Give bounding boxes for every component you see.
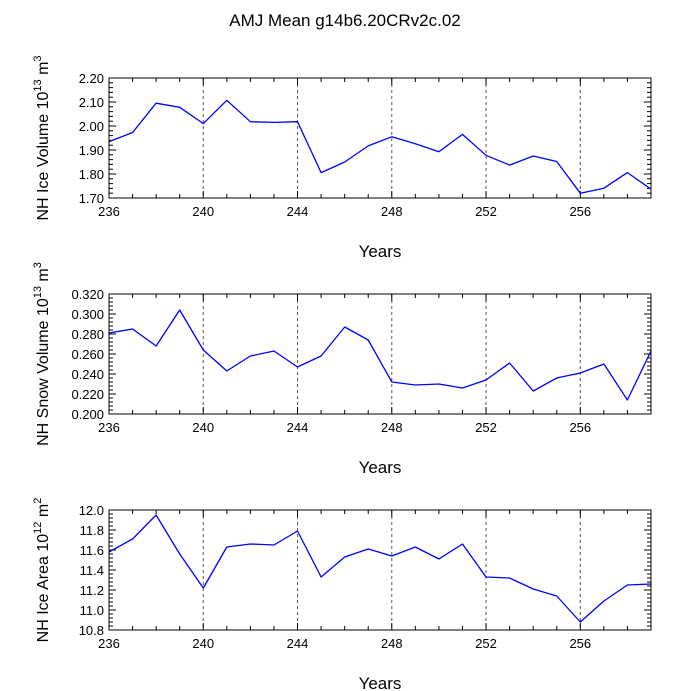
x-tick-label: 248 [381, 636, 403, 651]
x-tick-labels: 236 240 244 248 252 256 [98, 204, 591, 219]
y-axis-label-exponent: 12 [32, 522, 44, 534]
y-axis-label: NH Ice Volume 1013 m3 [32, 55, 52, 220]
y-tick-label: 0.260 [71, 347, 104, 362]
plot-frame [108, 509, 652, 631]
y-tick-label: 0.240 [71, 367, 104, 382]
y-tick-label: 11.6 [80, 543, 104, 558]
y-tick-label: 0.280 [71, 327, 104, 342]
x-tick-label: 248 [381, 420, 403, 435]
x-tick-labels: 236 240 244 248 252 256 [98, 636, 591, 651]
y-tick-label: 11.4 [80, 563, 104, 578]
x-tick-label: 244 [287, 204, 309, 219]
y-tick-label: 11.8 [80, 523, 104, 538]
y-tick-label: 0.200 [71, 407, 104, 422]
y-axis-label-unit-exponent: 3 [32, 262, 44, 268]
y-axis-label-unit: m [35, 62, 52, 80]
y-tick-labels: 10.8 11.0 11.2 11.4 11.6 11.8 12.0 [79, 503, 104, 638]
y-tick-label: 2.20 [79, 71, 104, 86]
x-tick-label: 252 [475, 636, 497, 651]
series-line [108, 309, 652, 401]
x-tick-label: 256 [569, 636, 591, 651]
y-tick-label: 1.70 [79, 191, 104, 206]
panel-ice-area: 10.8 11.0 11.2 11.4 11.6 11.8 12.0 236 240 244 24… [32, 498, 652, 691]
y-axis-label-prefix: NH Snow Volume 10 [35, 298, 52, 446]
vertical-gridlines [202, 510, 581, 630]
y-tick-label: 0.300 [71, 307, 104, 322]
y-tick-label: 0.220 [71, 387, 104, 402]
series-line [108, 99, 652, 194]
y-axis-label-exponent: 13 [32, 79, 44, 91]
x-tick-label: 252 [475, 204, 497, 219]
y-axis-label-prefix: NH Ice Volume 10 [35, 92, 52, 221]
x-tick-label: 256 [569, 420, 591, 435]
axis-ticks [108, 293, 652, 415]
y-axis-label-exponent: 13 [32, 286, 44, 298]
x-tick-labels: 236 240 244 248 252 256 [98, 420, 591, 435]
plot-frame [108, 293, 652, 415]
vertical-gridlines [202, 78, 581, 198]
figure-title: AMJ Mean g14b6.20CRv2c.02 [229, 11, 461, 30]
vertical-gridlines [202, 294, 581, 414]
y-tick-label: 11.0 [80, 603, 104, 618]
x-tick-label: 240 [192, 420, 214, 435]
y-tick-label: 1.80 [79, 167, 104, 182]
x-tick-label: 236 [98, 420, 120, 435]
panel-ice-volume: 1.70 1.80 1.90 2.00 2.10 2.20 236 240 244 248 252… [32, 55, 652, 261]
y-tick-label: 11.2 [80, 583, 104, 598]
data-series [108, 99, 652, 194]
y-tick-labels: 1.70 1.80 1.90 2.00 2.10 2.20 [79, 71, 104, 206]
y-tick-label: 1.90 [79, 143, 104, 158]
data-series [108, 309, 652, 401]
x-tick-label: 248 [381, 204, 403, 219]
y-tick-label: 12.0 [79, 503, 104, 518]
x-tick-label: 244 [287, 420, 309, 435]
plot-frame [108, 77, 652, 199]
x-tick-label: 244 [287, 636, 309, 651]
y-tick-labels: 0.200 0.220 0.240 0.260 0.280 0.300 0.320 [71, 287, 104, 422]
x-tick-label: 236 [98, 204, 120, 219]
x-axis-label: Years [359, 242, 402, 261]
x-axis-label: Years [359, 458, 402, 477]
x-tick-label: 236 [98, 636, 120, 651]
y-axis-label-unit: m [35, 268, 52, 286]
x-tick-label: 252 [475, 420, 497, 435]
y-tick-label: 10.8 [79, 623, 104, 638]
x-tick-label: 256 [569, 204, 591, 219]
y-axis-label-prefix: NH Ice Area 10 [35, 534, 52, 643]
y-axis-label: NH Ice Area 1012 m2 [32, 498, 52, 643]
y-axis-label-unit-exponent: 3 [32, 55, 44, 61]
y-tick-label: 2.00 [79, 119, 104, 134]
x-tick-label: 240 [192, 204, 214, 219]
series-line [108, 514, 652, 623]
y-axis-label-unit-exponent: 2 [32, 498, 44, 504]
y-axis-label-unit: m [35, 504, 52, 522]
y-tick-label: 0.320 [71, 287, 104, 302]
x-tick-label: 240 [192, 636, 214, 651]
y-tick-label: 2.10 [79, 95, 104, 110]
y-axis-label: NH Snow Volume 1013 m3 [32, 262, 52, 446]
data-series [108, 514, 652, 623]
x-axis-label: Years [359, 674, 402, 691]
